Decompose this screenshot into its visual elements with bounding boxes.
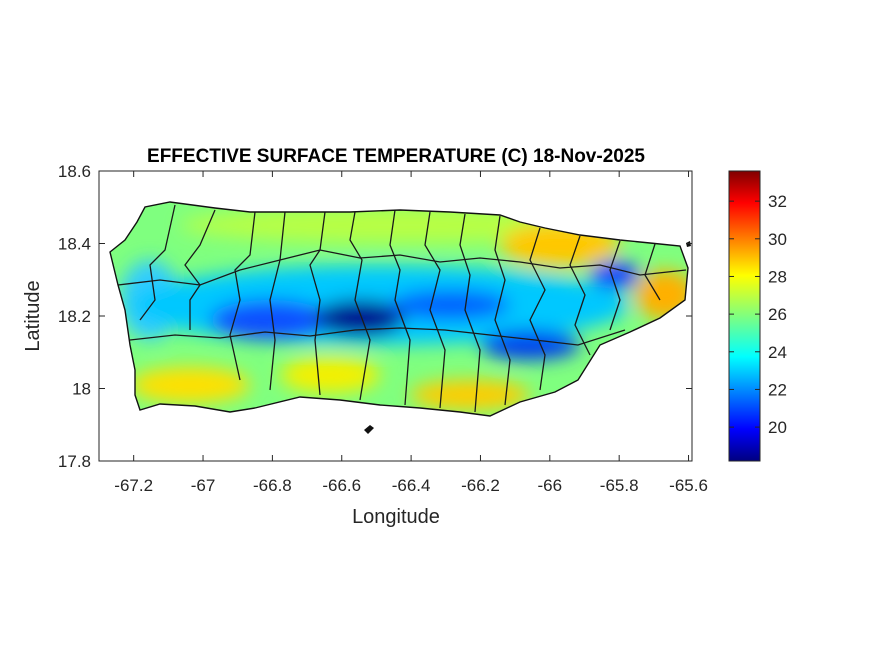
x-tick-label: -67 bbox=[191, 476, 216, 495]
cold-spine-core bbox=[315, 300, 405, 336]
y-tick-label: 18.2 bbox=[58, 307, 91, 326]
colorbar-ticks: 20 22 24 26 28 30 32 bbox=[729, 192, 787, 437]
x-tick-label: -66 bbox=[538, 476, 563, 495]
x-tick-label: -65.6 bbox=[669, 476, 708, 495]
colorbar-tick-label: 26 bbox=[768, 305, 787, 324]
x-axis: -67.2 -67 -66.8 -66.6 -66.4 -66.2 -66 -65.8 -65.… bbox=[114, 171, 708, 495]
cold-spine-east bbox=[390, 290, 510, 320]
y-axis-label: Latitude bbox=[22, 280, 44, 351]
warm-south-mid bbox=[280, 357, 380, 393]
x-tick-label: -66.4 bbox=[392, 476, 431, 495]
warm-south-west bbox=[130, 367, 250, 403]
x-axis-label: Longitude bbox=[352, 506, 440, 528]
x-tick-label: -65.8 bbox=[600, 476, 639, 495]
x-tick-label: -66.6 bbox=[322, 476, 361, 495]
cold-east-ridge bbox=[480, 330, 580, 360]
colorbar-tick-label: 24 bbox=[768, 343, 787, 362]
y-tick-label: 18 bbox=[72, 380, 91, 399]
island-outline bbox=[109, 201, 689, 417]
colorbar-tick-label: 28 bbox=[768, 267, 787, 286]
colorbar-tick-label: 32 bbox=[768, 192, 787, 211]
colorbar-tick-label: 20 bbox=[768, 418, 787, 437]
cold-east-peak bbox=[590, 261, 640, 289]
chart-title: EFFECTIVE SURFACE TEMPERATURE (C) 18-Nov… bbox=[147, 146, 645, 167]
y-tick-label: 18.4 bbox=[58, 235, 91, 254]
x-tick-label: -67.2 bbox=[114, 476, 153, 495]
colorbar-tick-label: 30 bbox=[768, 230, 787, 249]
x-tick-label: -66.8 bbox=[253, 476, 292, 495]
colorbar bbox=[728, 170, 761, 462]
municipality-boundaries bbox=[117, 204, 687, 413]
y-axis: 17.8 18 18.2 18.4 18.6 bbox=[58, 162, 692, 471]
caja-de-muertos-island bbox=[364, 425, 374, 434]
y-tick-label: 17.8 bbox=[58, 452, 91, 471]
x-tick-label: -66.2 bbox=[461, 476, 500, 495]
y-tick-label: 18.6 bbox=[58, 162, 91, 181]
colorbar-tick-label: 22 bbox=[768, 380, 787, 399]
cold-spine-west bbox=[210, 300, 330, 340]
